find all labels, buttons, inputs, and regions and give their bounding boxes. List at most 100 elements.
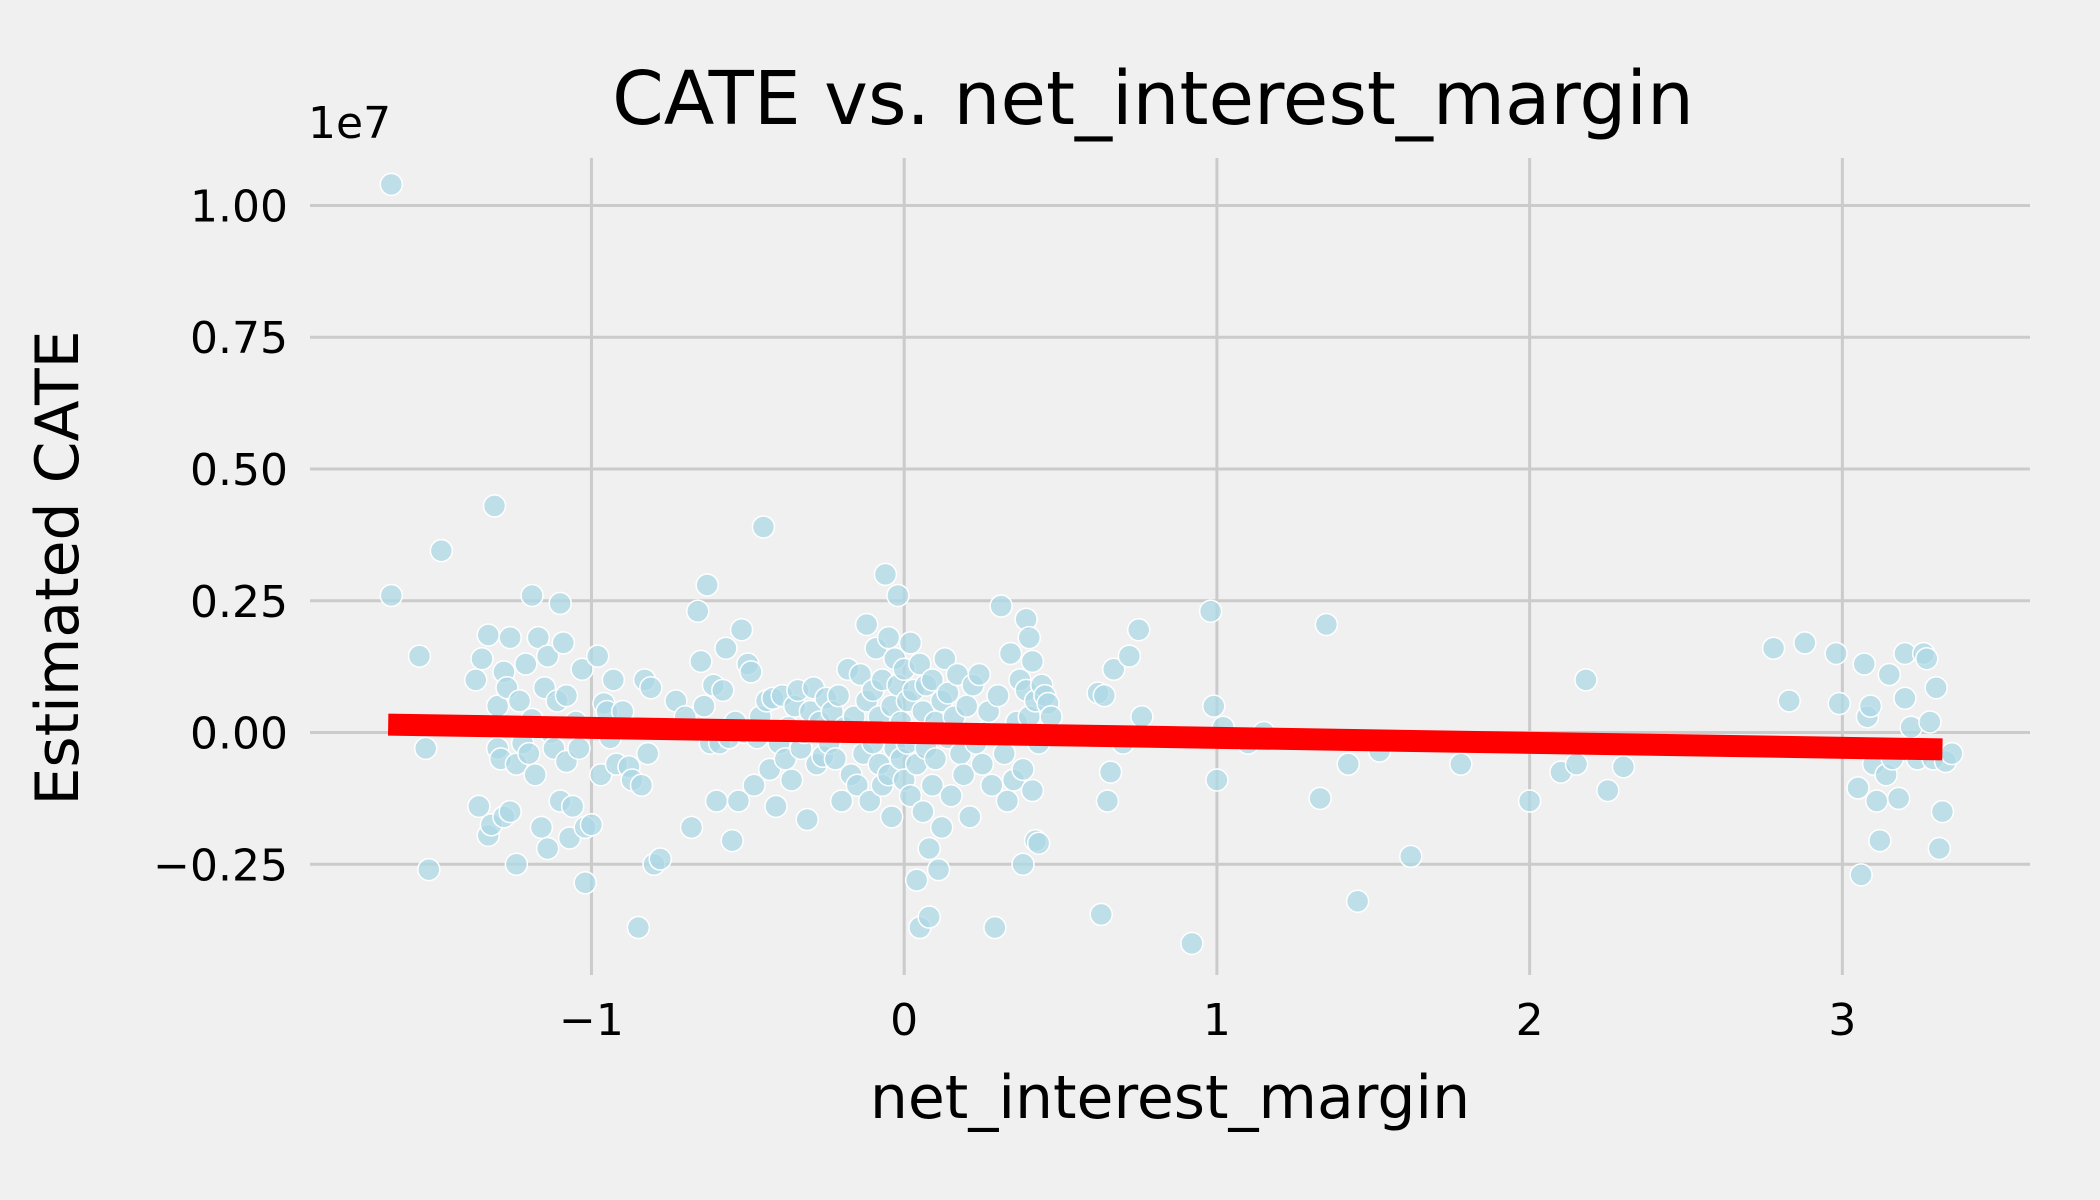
data-point: [560, 794, 585, 819]
data-point: [879, 805, 904, 829]
data-point: [413, 736, 438, 761]
chart-title: CATE vs. net_interest_margin: [612, 56, 1694, 142]
data-point: [1927, 836, 1952, 861]
data-point: [482, 494, 507, 518]
data-point: [476, 623, 501, 647]
data-point: [876, 625, 901, 650]
data-point: [535, 836, 560, 861]
data-point: [1336, 752, 1361, 776]
data-point: [873, 562, 898, 587]
data-point: [898, 631, 923, 655]
data-point: [535, 644, 560, 668]
data-point: [551, 631, 576, 655]
data-point: [1205, 768, 1229, 792]
data-point: [986, 683, 1010, 708]
data-point: [1596, 778, 1620, 803]
data-point: [1918, 710, 1942, 734]
data-point: [951, 762, 976, 787]
data-point: [1101, 657, 1126, 682]
data-point: [504, 852, 529, 877]
data-point: [911, 799, 935, 824]
data-point: [1092, 683, 1117, 708]
y-tick-labels: −0.25 0.00 0.25 0.50 0.75 1.00: [153, 181, 288, 891]
data-point: [970, 752, 995, 776]
data-point: [920, 773, 945, 797]
data-point: [1020, 649, 1045, 674]
data-point: [1098, 760, 1123, 784]
data-point: [1449, 752, 1473, 776]
data-point: [742, 773, 766, 797]
data-point: [379, 583, 404, 608]
data-point: [1198, 599, 1223, 624]
data-point: [1915, 646, 1939, 671]
y-tick-label: −0.25: [153, 840, 288, 891]
y-offset-label: 1e7: [308, 98, 391, 149]
data-point: [1849, 863, 1873, 887]
x-tick-label: 2: [1516, 995, 1544, 1046]
data-point: [1308, 786, 1332, 811]
data-point: [523, 762, 547, 787]
data-point: [695, 573, 719, 597]
data-point: [1886, 786, 1911, 811]
data-point: [1117, 644, 1142, 668]
y-axis-label: Estimated CATE: [23, 330, 93, 805]
data-point: [470, 646, 494, 671]
data-point: [983, 915, 1007, 940]
data-point: [1865, 789, 1889, 813]
data-point: [689, 649, 713, 674]
data-point: [933, 646, 957, 671]
data-point: [585, 644, 610, 668]
data-point: [648, 847, 673, 871]
x-tick-label: 0: [890, 995, 918, 1046]
data-point: [679, 815, 704, 840]
data-point: [1564, 752, 1589, 776]
data-point: [629, 773, 654, 797]
data-point: [1777, 689, 1801, 713]
data-point: [858, 789, 882, 813]
data-point: [554, 683, 579, 708]
data-point: [1868, 828, 1892, 853]
data-point: [1314, 612, 1339, 637]
data-point: [1824, 641, 1848, 666]
data-point: [548, 591, 572, 616]
data-point: [764, 794, 788, 819]
data-point: [579, 813, 604, 837]
data-point: [1846, 776, 1870, 800]
data-point: [826, 683, 851, 708]
data-point: [886, 583, 910, 608]
data-point: [1345, 889, 1370, 913]
data-point: [1202, 694, 1226, 718]
data-point: [1930, 799, 1955, 824]
data-point: [1761, 636, 1786, 660]
data-point: [711, 678, 735, 703]
data-point: [920, 668, 945, 692]
data-point: [989, 594, 1013, 618]
data-point: [463, 668, 488, 692]
data-point: [1574, 668, 1598, 692]
data-point: [635, 741, 660, 766]
y-tick-label: 0.50: [190, 445, 288, 496]
data-point: [926, 857, 951, 882]
data-point: [992, 741, 1017, 766]
data-point: [729, 618, 754, 642]
data-point: [498, 625, 522, 650]
data-point: [936, 681, 960, 705]
data-point: [1611, 755, 1636, 779]
data-point: [1089, 902, 1113, 927]
data-point: [854, 612, 879, 637]
data-point: [967, 662, 991, 687]
data-point: [954, 694, 979, 718]
data-point: [1011, 852, 1035, 877]
data-point: [529, 815, 554, 840]
data-point: [720, 828, 744, 853]
data-point: [1095, 789, 1120, 813]
data-point: [958, 805, 982, 829]
x-tick-label: 3: [1828, 995, 1856, 1046]
data-point: [726, 789, 751, 813]
data-point: [429, 538, 454, 563]
data-point: [1924, 675, 1948, 700]
y-tick-label: 0.00: [190, 709, 288, 760]
data-point: [1026, 831, 1051, 855]
trend-line: [388, 713, 1943, 761]
data-point: [379, 172, 404, 197]
